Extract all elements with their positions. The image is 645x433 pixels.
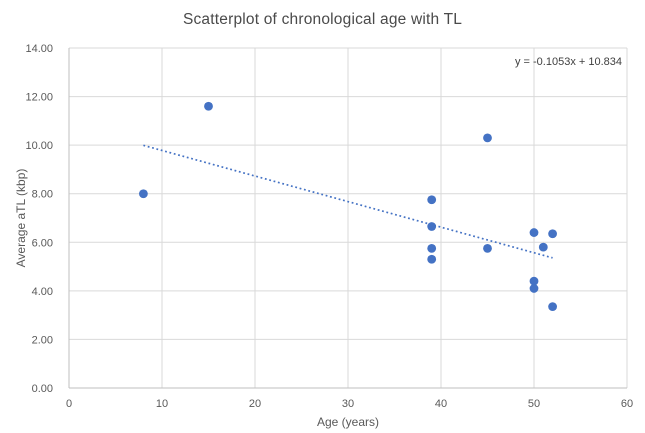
data-point [483, 243, 492, 253]
data-point [483, 133, 492, 143]
y-tick-label: 4.00 [32, 286, 53, 298]
x-tick-label: 20 [249, 398, 261, 410]
y-tick-label: 10.00 [25, 140, 53, 152]
data-point [139, 189, 148, 199]
y-tick-label: 8.00 [32, 189, 53, 201]
data-point [548, 302, 557, 312]
x-tick-label: 10 [156, 398, 168, 410]
data-point [548, 229, 557, 239]
x-tick-label: 60 [621, 398, 633, 410]
data-point [427, 254, 437, 264]
y-tick-label: 14.00 [25, 43, 53, 55]
x-tick-label: 50 [528, 398, 540, 410]
x-tick-label: 0 [66, 398, 72, 410]
trendline-equation-label: y = -0.1053x + 10.834 [514, 56, 622, 68]
data-point [204, 101, 213, 111]
y-axis-title: Average aTL (kbp) [14, 168, 28, 268]
x-tick-label: 30 [342, 398, 354, 410]
data-point [427, 243, 437, 253]
trendline [143, 144, 553, 259]
chart-title: Scatterplot of chronological age with TL [182, 11, 463, 28]
y-tick-label: 0.00 [32, 383, 53, 395]
data-point [529, 228, 539, 237]
data-point [529, 276, 539, 286]
data-point [529, 284, 539, 293]
y-tick-label: 6.00 [32, 237, 53, 249]
y-tick-label: 2.00 [32, 334, 53, 346]
data-point [427, 222, 437, 231]
y-tick-label: 12.00 [25, 92, 53, 104]
x-axis-title: Age (years) [316, 415, 380, 429]
data-point [427, 195, 437, 205]
data-point [538, 242, 548, 252]
x-tick-label: 40 [435, 398, 447, 410]
